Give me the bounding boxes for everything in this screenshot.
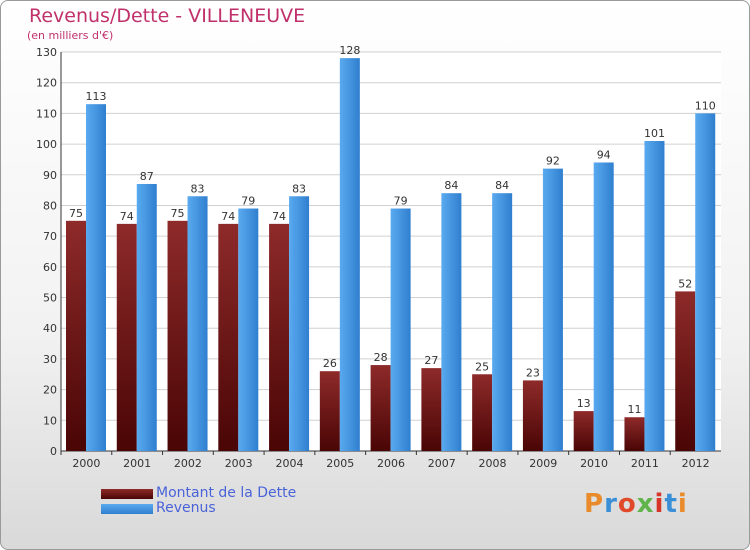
logo-letter: o <box>617 489 637 519</box>
bar-revenue <box>542 168 563 451</box>
bar-debt <box>319 371 340 451</box>
logo-letter: t <box>664 489 678 519</box>
data-label-revenue: 79 <box>394 195 408 208</box>
legend-swatch-revenue <box>101 504 153 514</box>
x-tick-label: 2010 <box>580 457 608 470</box>
data-label-debt: 52 <box>678 277 692 290</box>
bar-debt <box>66 220 86 451</box>
logo-letter: x <box>636 489 655 519</box>
data-label-debt: 11 <box>627 403 641 416</box>
bar-debt <box>573 411 594 451</box>
data-label-debt: 13 <box>577 397 591 410</box>
data-label-revenue: 87 <box>140 170 154 183</box>
data-label-debt: 25 <box>475 360 489 373</box>
legend-swatch-debt <box>101 489 153 499</box>
chart-subtitle: (en milliers d'€) <box>27 29 114 42</box>
logo-letter: i <box>654 489 665 519</box>
y-tick-label: 40 <box>43 322 57 335</box>
bar-revenue <box>492 193 513 451</box>
bar-revenue <box>644 141 665 451</box>
bar-debt <box>370 365 391 451</box>
x-tick-label: 2012 <box>682 457 710 470</box>
logo-letter: i <box>677 489 688 519</box>
bar-debt <box>218 223 239 451</box>
data-label-revenue: 84 <box>495 179 509 192</box>
y-tick-label: 20 <box>43 384 57 397</box>
x-tick-label: 2002 <box>174 457 202 470</box>
data-label-revenue: 110 <box>695 99 716 112</box>
data-label-revenue: 113 <box>86 90 107 103</box>
bar-debt <box>421 368 442 451</box>
bar-revenue <box>593 162 614 451</box>
y-tick-label: 10 <box>43 414 57 427</box>
data-label-revenue: 83 <box>191 182 205 195</box>
y-tick-label: 0 <box>50 445 57 458</box>
data-label-debt: 23 <box>526 366 540 379</box>
x-tick-label: 2004 <box>275 457 303 470</box>
legend-label-revenue: Revenus <box>156 500 216 516</box>
x-tick-label: 2008 <box>479 457 507 470</box>
x-tick-label: 2011 <box>631 457 659 470</box>
data-label-debt: 75 <box>171 207 185 220</box>
logo-letter: P <box>584 489 605 519</box>
x-tick-label: 2007 <box>428 457 456 470</box>
data-label-debt: 74 <box>120 210 134 223</box>
bar-debt <box>167 220 188 451</box>
data-label-revenue: 128 <box>339 44 360 57</box>
x-tick-label: 2003 <box>225 457 253 470</box>
x-tick-label: 2001 <box>123 457 151 470</box>
y-tick-label: 110 <box>36 107 57 120</box>
legend-label-debt: Montant de la Dette <box>156 485 297 501</box>
proxiti-logo: Proxiti <box>584 489 688 519</box>
y-tick-label: 90 <box>43 169 57 182</box>
data-label-revenue: 92 <box>546 155 560 168</box>
data-label-debt: 26 <box>323 357 337 370</box>
chart-title: Revenus/Dette - VILLENEUVE <box>29 5 306 27</box>
data-label-revenue: 83 <box>292 182 306 195</box>
y-tick-label: 120 <box>36 77 57 90</box>
bar-debt <box>472 374 493 451</box>
bar-debt <box>624 417 645 451</box>
bar-revenue <box>339 58 360 452</box>
y-tick-label: 50 <box>43 292 57 305</box>
data-label-revenue: 101 <box>644 127 665 140</box>
y-tick-label: 30 <box>43 353 57 366</box>
data-label-revenue: 79 <box>241 195 255 208</box>
data-label-debt: 74 <box>221 210 235 223</box>
data-label-debt: 27 <box>424 354 438 367</box>
data-label-revenue: 94 <box>597 148 611 161</box>
bar-revenue <box>136 183 157 451</box>
bar-revenue <box>289 196 310 451</box>
bar-debt <box>675 291 696 451</box>
x-tick-label: 2006 <box>377 457 405 470</box>
y-tick-label: 70 <box>43 230 57 243</box>
bar-revenue <box>86 104 106 451</box>
bar-revenue <box>187 196 208 451</box>
data-label-debt: 28 <box>374 351 388 364</box>
bar-debt <box>522 380 543 451</box>
data-label-revenue: 84 <box>444 179 458 192</box>
logo-letter: r <box>604 489 618 519</box>
y-tick-label: 130 <box>36 46 57 59</box>
y-tick-label: 80 <box>43 199 57 212</box>
x-tick-label: 2009 <box>529 457 557 470</box>
y-tick-label: 60 <box>43 261 57 274</box>
bar-revenue <box>441 193 462 451</box>
x-tick-label: 2005 <box>326 457 354 470</box>
y-tick-label: 100 <box>36 138 57 151</box>
bar-debt <box>116 223 137 451</box>
bar-revenue <box>238 208 259 451</box>
bar-revenue <box>695 113 716 451</box>
x-tick-label: 2000 <box>72 457 100 470</box>
bar-debt <box>269 223 290 451</box>
data-label-debt: 75 <box>69 207 83 220</box>
data-label-debt: 74 <box>272 210 286 223</box>
bar-revenue <box>390 208 411 451</box>
